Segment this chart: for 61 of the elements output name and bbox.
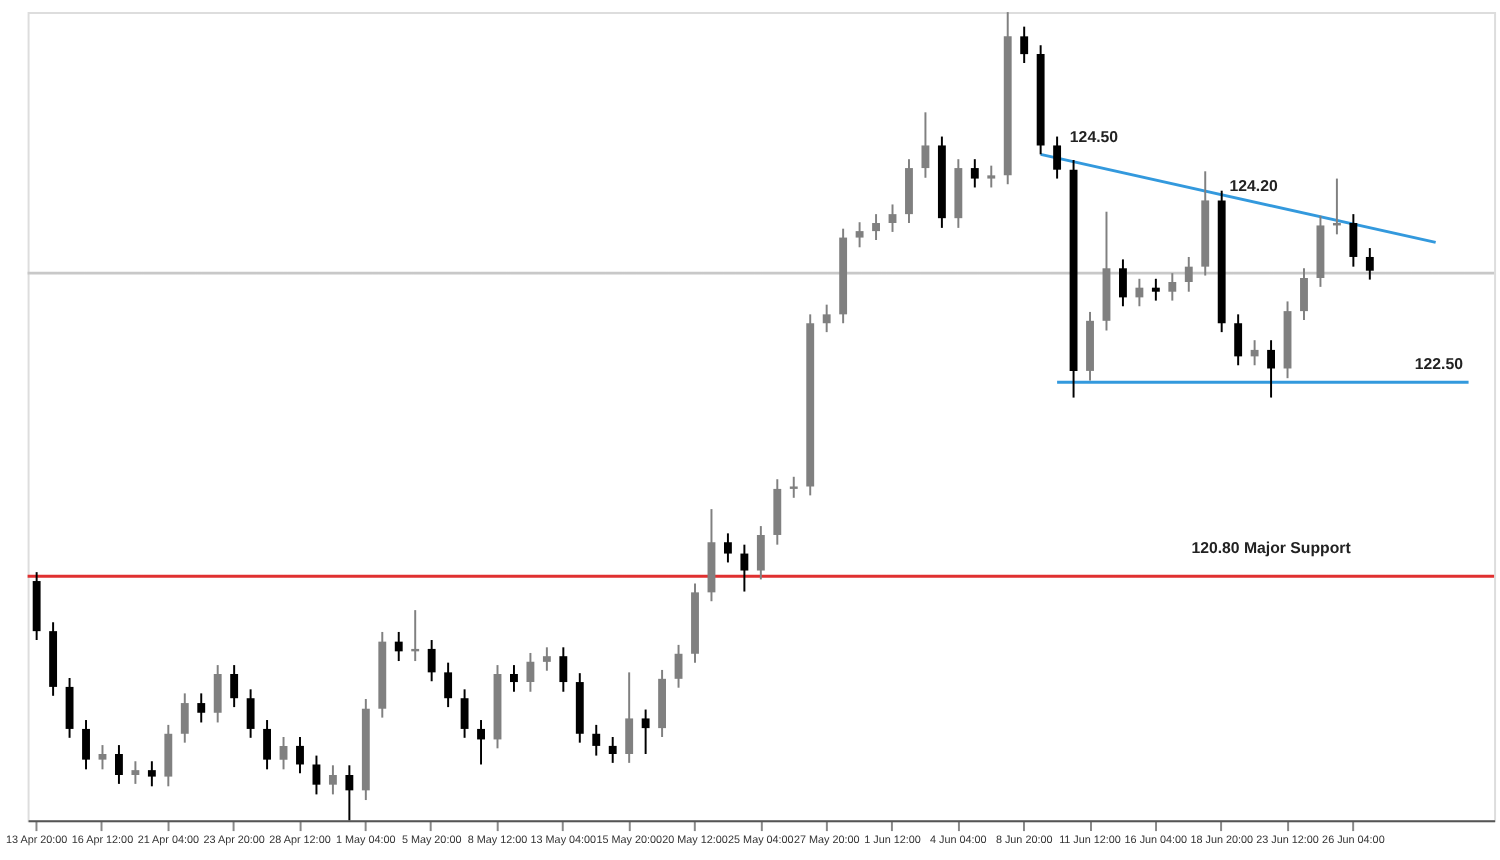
candlestick [427,639,436,683]
candlestick [756,525,765,581]
candlestick [510,664,518,693]
candlestick [312,754,321,796]
candlestick [263,719,272,771]
candlestick [1151,277,1160,302]
annotation: 124.50 [1069,128,1120,147]
candlestick [526,651,535,693]
candlestick [1300,267,1308,321]
candlestick [723,532,732,564]
annotation: 124.20 [1229,177,1279,196]
candlestick [147,760,156,788]
candlestick [872,213,880,241]
candlestick [1168,272,1177,302]
candlestick [328,764,337,796]
candlestick [394,630,403,663]
annotation: 122.50 [1414,354,1465,373]
candlestick [115,744,123,785]
candlestick [230,664,239,709]
ref-line-label: 120.80 Major Support [1191,538,1352,557]
candlestick [1184,255,1193,293]
candlestick [789,475,798,499]
candlestick [345,764,354,822]
candlestick [822,303,831,334]
candlestick [888,203,897,233]
candlestick [905,158,913,225]
candlestick [1234,313,1243,367]
candlestick [444,661,453,709]
candlestick [180,692,189,744]
candlestick [625,671,634,764]
candlestick [279,736,288,771]
candlestick [855,221,864,249]
candlestick [131,760,140,785]
candlestick [559,646,568,693]
candlestick [921,111,930,179]
candlestick [246,688,255,739]
candlestick [592,723,601,757]
candlestick [1267,339,1276,399]
candlestick [1020,25,1029,64]
candlestick [477,719,485,766]
candlestick [65,677,74,739]
candlestick [213,664,222,724]
candlestick [987,164,996,189]
candlestick [641,708,650,755]
candlestick [460,688,469,739]
candlestick [98,744,107,771]
candlestick [82,719,90,771]
candlestick [1053,135,1062,180]
candlestick [1250,339,1259,367]
candlestick [1365,247,1374,281]
candlestick [1135,277,1144,308]
candlestick [1119,258,1127,308]
candlestick [773,478,782,546]
candlestick [197,692,206,724]
candlestick [970,158,979,189]
candlestick [740,543,749,593]
candlestick [1349,213,1358,268]
candlestick [542,646,551,672]
candlestick [296,736,304,775]
candlestick [164,723,173,788]
candlestick [608,736,617,764]
